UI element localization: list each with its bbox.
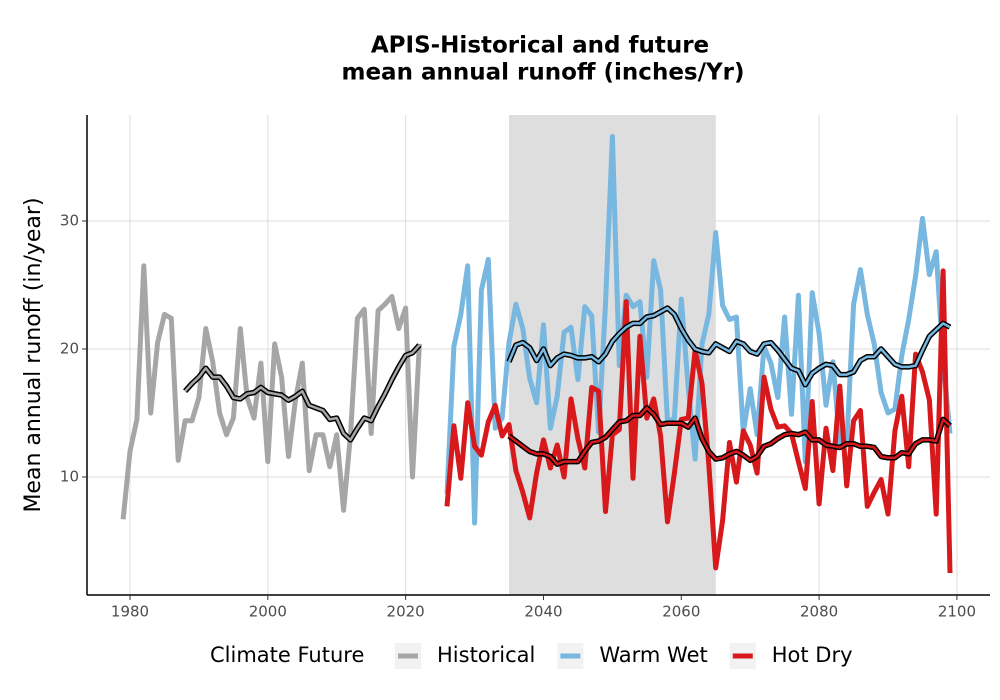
x-tick-label: 2060 bbox=[662, 603, 700, 621]
y-tick-label: 10 bbox=[60, 467, 79, 485]
chart-title: APIS-Historical and future bbox=[371, 33, 709, 59]
legend-label: Hot Dry bbox=[772, 643, 853, 667]
legend-label: Historical bbox=[437, 643, 535, 667]
legend-label: Warm Wet bbox=[599, 643, 707, 667]
legend-title: Climate Future bbox=[210, 643, 364, 667]
y-tick-label: 20 bbox=[60, 339, 79, 357]
data-line bbox=[120, 263, 422, 520]
smooth-line bbox=[507, 306, 951, 387]
chart-title: mean annual runoff (inches/Yr) bbox=[341, 60, 744, 86]
x-tick-label: 2000 bbox=[249, 603, 287, 621]
x-tick-label: 2020 bbox=[387, 603, 425, 621]
x-tick-label: 2080 bbox=[800, 603, 838, 621]
data-line bbox=[444, 134, 953, 526]
smooth-line bbox=[184, 344, 421, 442]
x-tick-label: 1980 bbox=[111, 603, 149, 621]
y-tick-label: 30 bbox=[60, 211, 79, 229]
x-tick-label: 2040 bbox=[524, 603, 562, 621]
x-tick-label: 2100 bbox=[938, 603, 976, 621]
y-axis-label: Mean annual runoff (in/year) bbox=[21, 197, 46, 512]
smooth-line bbox=[508, 406, 951, 466]
data-line bbox=[444, 268, 953, 574]
